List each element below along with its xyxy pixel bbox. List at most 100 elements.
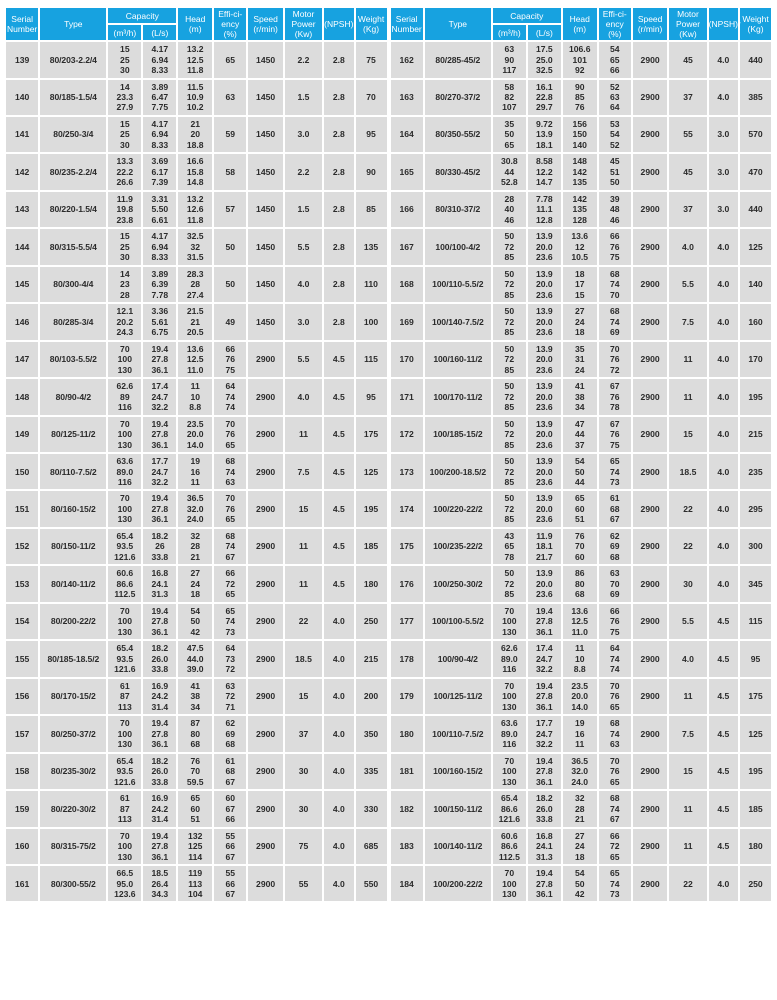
cell-capacity-ls: 16.8 24.1 31.3: [143, 566, 177, 602]
cell-type: 80/285-3/4: [40, 304, 107, 340]
cell-motor-power: 4.0: [669, 229, 707, 265]
cell-efficiency: 70 76 72: [598, 341, 631, 378]
cell-weight: 185: [740, 791, 771, 827]
cell-weight: 570: [740, 116, 771, 153]
cell-npshr: 4.5: [708, 678, 739, 715]
cell-weight: 115: [740, 603, 771, 640]
cell-motor-power: 30: [669, 566, 707, 602]
cell-motor-power: 7.5: [669, 716, 707, 752]
cell-speed: 2900: [632, 42, 668, 78]
cell-type: 100/140-7.5/2: [424, 304, 491, 340]
cell-motor-power: 4.0: [669, 641, 707, 677]
cell-capacity-m3h: 14 23 28: [108, 266, 142, 303]
col-motor-power: Motor Power (Kw): [669, 8, 707, 41]
col-serial-number: Serial Number: [6, 8, 39, 41]
cell-capacity-m3h: 65.4 93.5 121.6: [108, 528, 142, 565]
cell-npshr: 4.0: [324, 866, 354, 902]
cell-speed: 2900: [632, 416, 668, 453]
cell-weight: 125: [740, 229, 771, 265]
cell-capacity-ls: 19.4 27.8 36.1: [527, 603, 561, 640]
cell-speed: 2900: [632, 566, 668, 602]
cell-motor-power: 22: [669, 528, 707, 565]
cell-serial-number: 169: [390, 304, 423, 340]
cell-capacity-m3h: 30.8 44 52.8: [492, 154, 526, 190]
cell-motor-power: 5.5: [669, 266, 707, 303]
cell-efficiency: 61 68 67: [598, 491, 631, 527]
col-efficiency: Effi-ci-ency (%): [598, 8, 631, 41]
cell-capacity-m3h: 50 72 85: [492, 491, 526, 527]
cell-speed: 2900: [632, 79, 668, 115]
cell-capacity-ls: 19.4 27.8 36.1: [527, 753, 561, 790]
cell-motor-power: 11: [284, 416, 323, 453]
table-row: 164 80/350-55/2 35 50 65 9.72 13.9 18.1 156 …: [390, 116, 771, 153]
cell-capacity-m3h: 70 100 130: [492, 603, 526, 640]
cell-speed: 2900: [632, 828, 668, 865]
cell-speed: 2900: [632, 603, 668, 640]
cell-serial-number: 175: [390, 528, 423, 565]
cell-type: 80/220-1.5/4: [40, 191, 107, 228]
cell-type: 100/150-11/2: [424, 791, 491, 827]
cell-capacity-m3h: 28 40 46: [492, 191, 526, 228]
cell-capacity-m3h: 50 72 85: [492, 304, 526, 340]
cell-npshr: 4.0: [708, 866, 739, 902]
cell-speed: 2900: [632, 678, 668, 715]
cell-head: 21 20 18.8: [178, 116, 213, 153]
cell-npshr: 4.0: [708, 304, 739, 340]
cell-type: 100/200-22/2: [424, 866, 491, 902]
cell-capacity-ls: 8.58 12.2 14.7: [527, 154, 561, 190]
cell-efficiency: 68 74 70: [598, 266, 631, 303]
cell-capacity-ls: 13.9 20.0 23.6: [527, 266, 561, 303]
cell-efficiency: 55 66 67: [214, 866, 247, 902]
cell-motor-power: 11: [669, 791, 707, 827]
cell-efficiency: 68 74 63: [598, 716, 631, 752]
cell-head: 16.6 15.8 14.8: [178, 154, 213, 190]
cell-efficiency: 70 76 65: [598, 678, 631, 715]
cell-weight: 440: [740, 191, 771, 228]
cell-serial-number: 148: [6, 379, 39, 415]
cell-motor-power: 11: [669, 828, 707, 865]
cell-npshr: 2.8: [324, 304, 354, 340]
cell-motor-power: 15: [284, 491, 323, 527]
cell-npshr: 3.0: [708, 116, 739, 153]
table-row: 180 100/110-7.5/2 63.6 89.0 116 17.7 24.7 3…: [390, 716, 771, 752]
cell-efficiency: 62 69 68: [214, 716, 247, 752]
cell-head: 13.6 12 10.5: [562, 229, 597, 265]
cell-serial-number: 177: [390, 603, 423, 640]
cell-efficiency: 63 70 69: [598, 566, 631, 602]
cell-head: 47.5 44.0 39.0: [178, 641, 213, 677]
cell-speed: 2900: [248, 791, 283, 827]
cell-capacity-ls: 11.9 18.1 21.7: [527, 528, 561, 565]
cell-speed: 2900: [632, 716, 668, 752]
cell-type: 80/203-2.2/4: [40, 42, 107, 78]
col-capacity-ls: (L/s): [143, 25, 177, 41]
cell-npshr: 4.0: [708, 379, 739, 415]
cell-npshr: 4.5: [324, 491, 354, 527]
cell-speed: 2900: [248, 454, 283, 490]
cell-serial-number: 153: [6, 566, 39, 602]
cell-type: 80/160-15/2: [40, 491, 107, 527]
cell-capacity-ls: 19.4 27.8 36.1: [143, 491, 177, 527]
cell-capacity-m3h: 12.1 20.2 24.3: [108, 304, 142, 340]
cell-efficiency: 52 63 64: [598, 79, 631, 115]
cell-npshr: 4.5: [708, 716, 739, 752]
cell-type: 80/220-30/2: [40, 791, 107, 827]
table-row: 145 80/300-4/4 14 23 28 3.89 6.39 7.78 28.3 …: [6, 266, 387, 303]
table-row: 157 80/250-37/2 70 100 130 19.4 27.8 36.1 87…: [6, 716, 387, 752]
cell-weight: 385: [740, 79, 771, 115]
cell-serial-number: 142: [6, 154, 39, 190]
cell-motor-power: 5.5: [284, 229, 323, 265]
table-row: 139 80/203-2.2/4 15 25 30 4.17 6.94 8.33 13.…: [6, 42, 387, 78]
cell-capacity-m3h: 15 25 30: [108, 229, 142, 265]
cell-capacity-m3h: 70 100 130: [108, 416, 142, 453]
cell-capacity-ls: 13.9 20.0 23.6: [527, 379, 561, 415]
cell-npshr: 2.8: [324, 191, 354, 228]
cell-head: 47 44 37: [562, 416, 597, 453]
cell-speed: 2900: [248, 416, 283, 453]
cell-capacity-m3h: 62.6 89.0 116: [492, 641, 526, 677]
table-row: 168 100/110-5.5/2 50 72 85 13.9 20.0 23.6 18…: [390, 266, 771, 303]
cell-capacity-m3h: 65.4 86.6 121.6: [492, 791, 526, 827]
cell-capacity-ls: 13.9 20.0 23.6: [527, 229, 561, 265]
cell-capacity-m3h: 50 72 85: [492, 341, 526, 378]
cell-motor-power: 30: [284, 753, 323, 790]
cell-capacity-m3h: 50 72 85: [492, 454, 526, 490]
